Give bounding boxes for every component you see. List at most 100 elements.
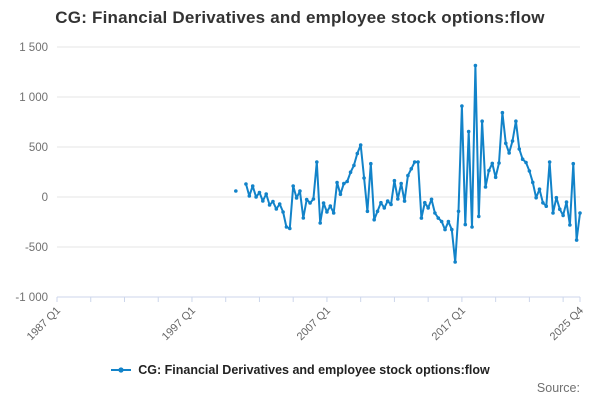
data-point[interactable] bbox=[443, 227, 447, 232]
data-point[interactable] bbox=[261, 199, 265, 203]
data-point[interactable] bbox=[409, 167, 414, 171]
data-point[interactable] bbox=[561, 213, 565, 218]
data-point[interactable] bbox=[257, 190, 262, 195]
data-point[interactable] bbox=[426, 206, 430, 210]
data-point[interactable] bbox=[503, 141, 508, 146]
data-point[interactable] bbox=[277, 202, 282, 206]
data-point[interactable] bbox=[433, 211, 437, 215]
data-point[interactable] bbox=[325, 210, 329, 214]
data-point[interactable] bbox=[460, 104, 464, 108]
data-point[interactable] bbox=[571, 161, 576, 166]
legend[interactable]: CG: Financial Derivatives and employee s… bbox=[0, 363, 600, 377]
data-point[interactable] bbox=[304, 197, 309, 202]
data-point[interactable] bbox=[446, 219, 451, 224]
data-point[interactable] bbox=[524, 160, 528, 165]
data-point[interactable] bbox=[466, 129, 471, 134]
data-point[interactable] bbox=[456, 209, 461, 214]
data-point[interactable] bbox=[298, 189, 302, 193]
data-point[interactable] bbox=[234, 189, 238, 193]
data-point[interactable] bbox=[389, 202, 393, 207]
data-point[interactable] bbox=[375, 209, 380, 214]
data-point[interactable] bbox=[406, 173, 410, 178]
data-point[interactable] bbox=[294, 196, 299, 200]
data-point[interactable] bbox=[487, 168, 491, 173]
data-point[interactable] bbox=[412, 160, 417, 164]
data-point[interactable] bbox=[379, 200, 383, 205]
data-point[interactable] bbox=[500, 110, 505, 115]
data-point[interactable] bbox=[385, 199, 390, 203]
data-point[interactable] bbox=[395, 197, 400, 201]
data-point[interactable] bbox=[365, 209, 370, 214]
data-point[interactable] bbox=[429, 197, 434, 202]
data-point[interactable] bbox=[399, 181, 403, 186]
data-point[interactable] bbox=[574, 238, 579, 242]
data-point[interactable] bbox=[416, 160, 420, 164]
data-point[interactable] bbox=[507, 151, 511, 155]
data-point[interactable] bbox=[342, 181, 346, 186]
data-point[interactable] bbox=[517, 147, 522, 151]
data-point[interactable] bbox=[345, 179, 349, 184]
data-point[interactable] bbox=[419, 216, 424, 220]
data-point[interactable] bbox=[291, 184, 295, 188]
data-point[interactable] bbox=[473, 63, 478, 68]
data-point[interactable] bbox=[369, 161, 373, 166]
data-point[interactable] bbox=[554, 195, 559, 200]
data-point[interactable] bbox=[470, 225, 474, 229]
data-point[interactable] bbox=[541, 201, 545, 205]
data-point[interactable] bbox=[493, 175, 498, 180]
data-point[interactable] bbox=[422, 200, 427, 205]
data-point[interactable] bbox=[338, 192, 343, 197]
data-point[interactable] bbox=[392, 178, 397, 183]
data-point[interactable] bbox=[527, 169, 532, 173]
data-point[interactable] bbox=[264, 192, 269, 196]
data-point[interactable] bbox=[331, 211, 336, 215]
data-point[interactable] bbox=[551, 211, 555, 215]
data-point[interactable] bbox=[321, 201, 326, 205]
data-point[interactable] bbox=[372, 217, 376, 222]
data-point[interactable] bbox=[436, 216, 441, 220]
data-point[interactable] bbox=[514, 119, 518, 123]
data-point[interactable] bbox=[352, 163, 356, 168]
data-point[interactable] bbox=[274, 207, 279, 211]
data-point[interactable] bbox=[520, 157, 525, 161]
data-point[interactable] bbox=[449, 227, 454, 232]
data-point[interactable] bbox=[284, 225, 289, 229]
data-point[interactable] bbox=[247, 194, 252, 198]
data-point[interactable] bbox=[244, 182, 248, 186]
data-point[interactable] bbox=[250, 184, 255, 188]
data-point[interactable] bbox=[497, 161, 501, 165]
data-point[interactable] bbox=[534, 195, 538, 200]
data-point[interactable] bbox=[358, 143, 363, 147]
data-point[interactable] bbox=[476, 214, 481, 219]
data-point[interactable] bbox=[328, 204, 333, 208]
data-point[interactable] bbox=[453, 260, 457, 264]
data-point[interactable] bbox=[382, 206, 387, 210]
data-point[interactable] bbox=[557, 207, 562, 211]
data-point[interactable] bbox=[547, 160, 552, 164]
data-point[interactable] bbox=[355, 151, 360, 156]
data-point[interactable] bbox=[335, 180, 339, 185]
data-point[interactable] bbox=[402, 199, 407, 203]
data-point[interactable] bbox=[578, 211, 582, 215]
data-point[interactable] bbox=[348, 170, 353, 174]
data-point[interactable] bbox=[568, 223, 572, 227]
data-point[interactable] bbox=[463, 222, 468, 227]
data-point[interactable] bbox=[311, 197, 316, 201]
data-point[interactable] bbox=[288, 226, 292, 231]
data-point[interactable] bbox=[362, 176, 366, 180]
data-point[interactable] bbox=[537, 187, 542, 191]
data-point[interactable] bbox=[530, 180, 535, 185]
data-point[interactable] bbox=[267, 203, 272, 207]
data-point[interactable] bbox=[315, 160, 319, 164]
data-point[interactable] bbox=[483, 185, 488, 189]
data-point[interactable] bbox=[490, 161, 495, 166]
data-point[interactable] bbox=[544, 204, 549, 208]
data-point[interactable] bbox=[281, 210, 285, 214]
data-point[interactable] bbox=[318, 221, 322, 225]
data-point[interactable] bbox=[301, 216, 306, 220]
data-point[interactable] bbox=[308, 201, 312, 205]
data-point[interactable] bbox=[254, 195, 258, 199]
data-point[interactable] bbox=[439, 219, 444, 224]
data-point[interactable] bbox=[510, 139, 515, 143]
